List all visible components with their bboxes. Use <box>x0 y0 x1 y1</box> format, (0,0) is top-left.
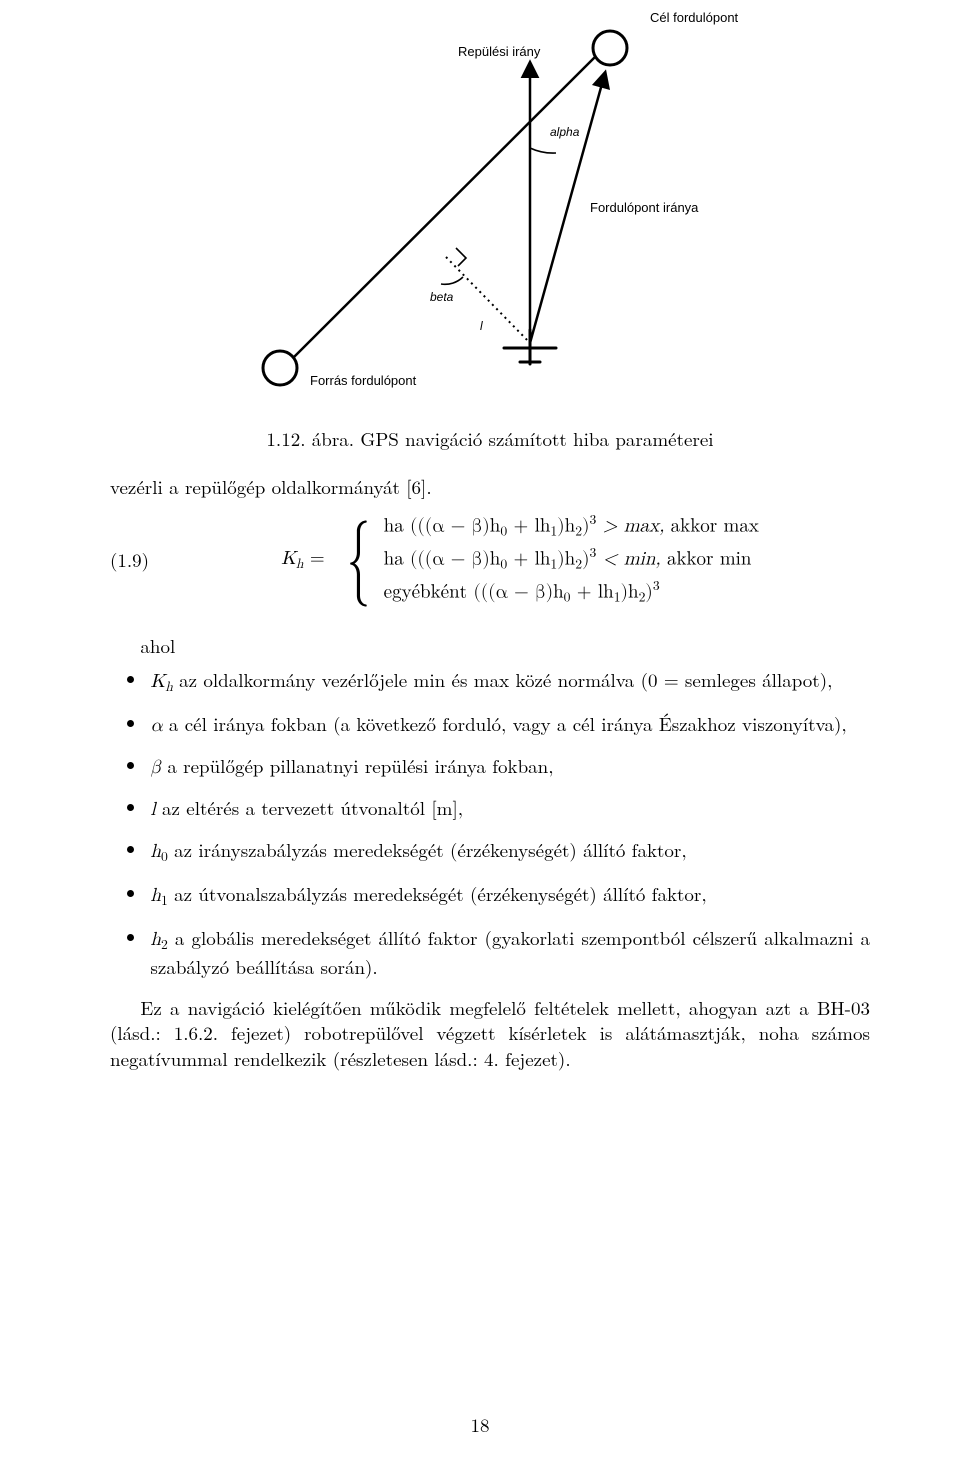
var-beta: β a repülőgép pillanatnyi repülési irány… <box>148 753 870 781</box>
figure-caption: 1.12. ábra. GPS navigáció számított hiba… <box>110 425 870 452</box>
var-alpha: α a cél iránya fokban (a következő fordu… <box>148 711 870 739</box>
variable-list: Kh az oldalkormány vezérlőjele min és ma… <box>110 667 870 981</box>
var-l: l az eltérés a tervezett útvonaltól [m], <box>148 795 870 823</box>
label-cel-fordulopont: Cél fordulópont <box>650 10 739 25</box>
eq-case-1: ha (((α − β)h0 + lh1)h2)3 > max, akkor m… <box>384 510 759 543</box>
equation-number: (1.9) <box>110 546 170 573</box>
eq-lhs: Kh <box>281 549 303 568</box>
nav-diagram-svg: Cél fordulópont Repülési irány alpha bet… <box>210 8 770 408</box>
label-beta: beta <box>430 290 454 304</box>
var-h2: h2 a globális meredekséget állító faktor… <box>148 925 870 981</box>
lead-sentence: vezérli a repülőgép oldalkormányát [6]. <box>110 474 870 500</box>
label-l: l <box>480 319 483 333</box>
eq-equals: = <box>310 549 325 568</box>
eq-brace: { <box>346 521 370 598</box>
var-Kh: Kh az oldalkormány vezérlőjele min és ma… <box>148 667 870 697</box>
figure-1-12: Cél fordulópont Repülési irány alpha bet… <box>110 0 870 452</box>
eq-case-2: ha (((α − β)h0 + lh1)h2)3 < min, akkor m… <box>384 543 759 576</box>
var-h1: h1 az útvonalszabályzás meredekségét (ér… <box>148 881 870 911</box>
label-alpha: alpha <box>550 125 580 139</box>
page-number: 18 <box>0 1411 960 1438</box>
ahol: ahol <box>110 633 870 659</box>
var-h0: h0 az irányszabályzás meredekségét (érzé… <box>148 837 870 867</box>
label-fordulopont-iranya: Fordulópont iránya <box>590 200 699 215</box>
eq-case-3: egyébként (((α − β)h0 + lh1)h2)3 <box>384 576 759 609</box>
label-repulesi-irany: Repülési irány <box>458 44 541 59</box>
closing-paragraph: Ez a navigáció kielégítően működik megfe… <box>110 995 870 1072</box>
page: Cél fordulópont Repülési irány alpha bet… <box>0 0 960 1468</box>
label-forras-fordulopont: Forrás fordulópont <box>310 373 417 388</box>
equation-1-9: (1.9) Kh = { ha (((α − β)h0 + lh1)h2)3 >… <box>110 510 870 610</box>
